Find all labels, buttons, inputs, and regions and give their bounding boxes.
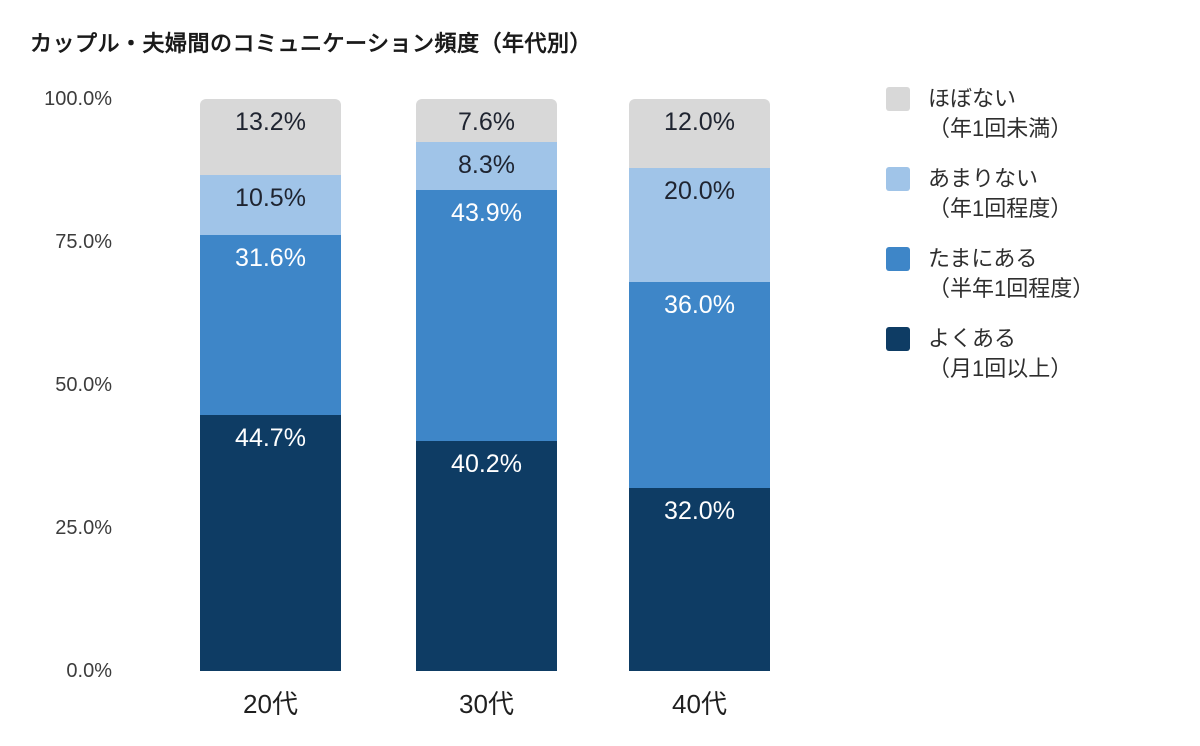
x-axis-label: 40代 xyxy=(672,689,727,719)
stacked-bar-40代: 12.0% 20.0% 36.0% 32.0% xyxy=(629,99,770,671)
legend-label-line2: （月1回以上） xyxy=(928,356,1073,381)
chart-title: カップル・夫婦間のコミュニケーション頻度（年代別） xyxy=(30,31,593,56)
segment-value-label: 32.0% xyxy=(664,496,735,525)
legend-item: よくある （月1回以上） xyxy=(886,324,1094,384)
segment-value-label: 44.7% xyxy=(235,424,306,453)
bar-segment: 10.5% xyxy=(200,174,341,235)
legend-swatch xyxy=(886,247,910,271)
legend: ほぼない （年1回未満） あまりない （年1回程度） たまにある （半年1回程度） よくある… xyxy=(886,84,1094,404)
legend-item: ほぼない （年1回未満） xyxy=(886,84,1094,144)
legend-label: ほぼない （年1回未満） xyxy=(928,84,1072,144)
bar-segment: 8.3% xyxy=(416,142,557,190)
legend-label-line1: よくある xyxy=(928,326,1017,351)
segment-value-label: 8.3% xyxy=(458,151,515,180)
bar-segment: 12.0% xyxy=(629,99,770,168)
legend-label-line2: （年1回未満） xyxy=(928,116,1073,141)
bar-segment: 43.9% xyxy=(416,189,557,442)
bar-segment: 40.2% xyxy=(416,441,557,671)
segment-value-label: 40.2% xyxy=(451,450,522,479)
segment-value-label: 20.0% xyxy=(664,176,735,205)
bar-segment: 7.6% xyxy=(416,99,557,143)
legend-label-line2: （半年1回程度） xyxy=(928,276,1095,301)
bar-segment: 36.0% xyxy=(629,282,770,488)
segment-value-label: 31.6% xyxy=(235,243,306,272)
x-axis-label: 20代 xyxy=(243,689,298,719)
segment-value-label: 43.9% xyxy=(451,198,522,227)
segment-value-label: 13.2% xyxy=(235,108,306,136)
y-tick-label: 0.0% xyxy=(66,660,112,682)
bar-segment: 44.7% xyxy=(200,415,341,671)
stacked-bar-20代: 13.2% 10.5% 31.6% 44.7% xyxy=(200,99,341,671)
legend-label-line2: （年1回程度） xyxy=(928,196,1073,221)
legend-label-line1: ほぼない xyxy=(928,86,1017,111)
bar-segment: 31.6% xyxy=(200,234,341,416)
bar-segment: 20.0% xyxy=(629,167,770,283)
segment-value-label: 7.6% xyxy=(458,108,515,136)
legend-label-line1: あまりない xyxy=(928,166,1039,191)
segment-value-label: 10.5% xyxy=(235,183,306,212)
y-tick-label: 25.0% xyxy=(55,517,112,539)
x-axis-label: 30代 xyxy=(459,689,514,719)
legend-item: あまりない （年1回程度） xyxy=(886,164,1094,224)
legend-swatch xyxy=(886,167,910,191)
segment-value-label: 12.0% xyxy=(664,108,735,136)
bar-segment: 32.0% xyxy=(629,487,770,671)
legend-label: あまりない （年1回程度） xyxy=(928,164,1072,224)
legend-swatch xyxy=(886,87,910,111)
legend-item: たまにある （半年1回程度） xyxy=(886,244,1094,304)
y-tick-label: 75.0% xyxy=(55,231,112,253)
legend-label: よくある （月1回以上） xyxy=(928,324,1072,384)
y-tick-label: 100.0% xyxy=(44,88,112,110)
bar-segment: 13.2% xyxy=(200,99,341,175)
legend-label: たまにある （半年1回程度） xyxy=(928,244,1094,304)
y-tick-label: 50.0% xyxy=(55,374,112,396)
stacked-bar-30代: 7.6% 8.3% 43.9% 40.2% xyxy=(416,99,557,671)
legend-swatch xyxy=(886,327,910,351)
legend-label-line1: たまにある xyxy=(928,246,1038,271)
segment-value-label: 36.0% xyxy=(664,291,735,320)
